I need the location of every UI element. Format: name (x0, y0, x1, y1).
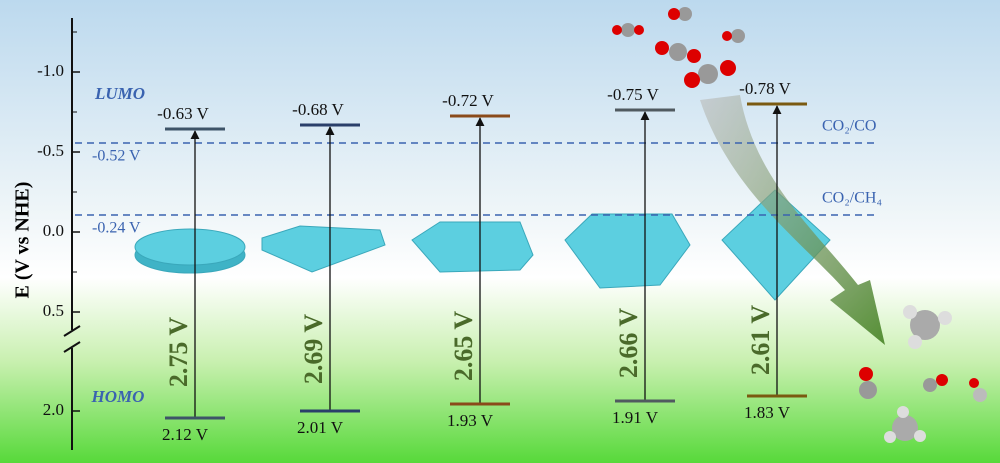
lumo-value: -0.68 V (292, 100, 344, 119)
lumo-value: -0.63 V (157, 104, 209, 123)
lumo-value: -0.78 V (739, 79, 791, 98)
redox-couple: CO₂/CH₄ (822, 190, 882, 207)
tick-label: 0.0 (43, 221, 64, 240)
reaction-arrow (700, 95, 885, 345)
tick-label: -1.0 (37, 61, 64, 80)
redox-couple: CO₂/CO (822, 118, 876, 135)
band-gap: 2.61 V (746, 305, 775, 376)
homo-value: 1.91 V (612, 408, 659, 427)
homo-value: 1.83 V (744, 403, 791, 422)
lumo-value: -0.72 V (442, 91, 494, 110)
tick-label: 0.5 (43, 301, 64, 320)
band-gap: 2.66 V (614, 308, 643, 379)
axis-break (63, 341, 81, 353)
lumo-label: LUMO (94, 84, 145, 103)
band-gap: 2.65 V (449, 311, 478, 382)
homo-value: 2.12 V (162, 425, 209, 444)
redox-value: -0.24 V (92, 220, 141, 237)
homo-label: HOMO (91, 387, 145, 406)
tick-label: -0.5 (37, 141, 64, 160)
homo-value: 1.93 V (447, 411, 494, 430)
redox-value: -0.52 V (92, 148, 141, 165)
band-gap: 2.69 V (299, 314, 328, 385)
homo-value: 2.01 V (297, 418, 344, 437)
axis-break (63, 325, 81, 337)
tick-label: 2.0 (43, 400, 64, 419)
lumo-value: -0.75 V (607, 85, 659, 104)
band-gap: 2.75 V (164, 317, 193, 388)
molecules (612, 7, 987, 443)
crystals (134, 189, 831, 301)
axis-title: E (V vs NHE) (12, 182, 34, 299)
